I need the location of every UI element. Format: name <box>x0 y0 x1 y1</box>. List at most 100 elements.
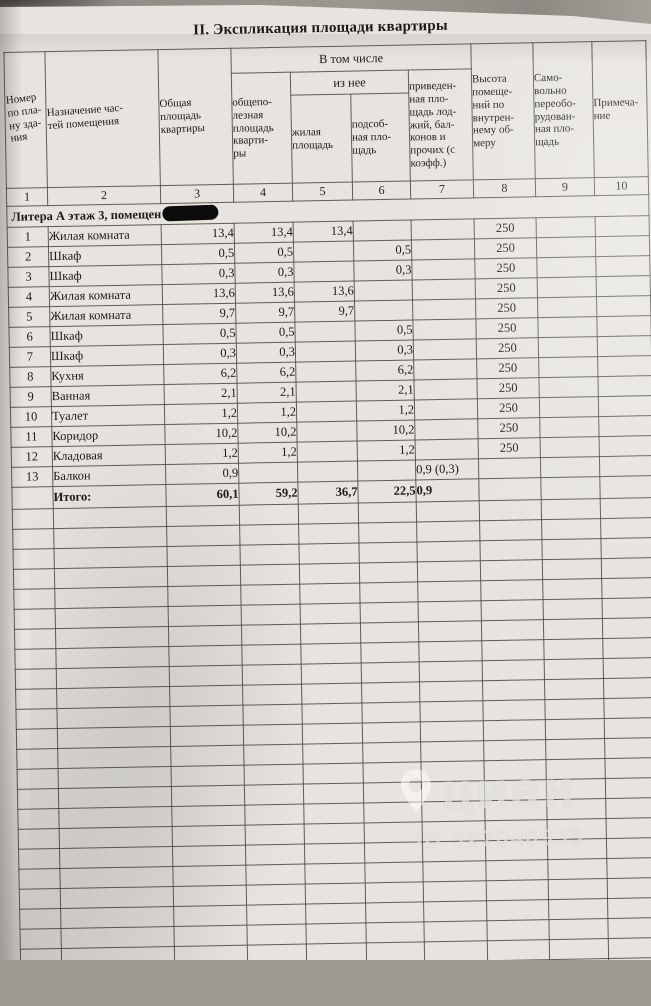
cell-num: 5 <box>8 306 50 328</box>
cell-aux <box>360 641 420 663</box>
cell-living <box>297 441 358 463</box>
cell-unauth <box>544 678 604 700</box>
redaction-mark <box>162 204 219 222</box>
cell-living <box>304 842 365 865</box>
cell-unauth <box>537 316 598 338</box>
cell-living <box>296 421 358 443</box>
cell-num: 3 <box>7 266 50 288</box>
cell-num <box>17 768 59 790</box>
cell-name: Жилая комната <box>49 284 163 307</box>
cell-useful <box>241 624 301 646</box>
cell-living <box>300 622 361 645</box>
header-col-useful-area: общепо- лезная площадь кварти- ры <box>231 72 293 185</box>
cell-living <box>301 682 362 705</box>
cell-useful: 0,3 <box>236 342 296 364</box>
cell-total <box>169 705 244 727</box>
cell-num <box>18 848 60 870</box>
cell-num <box>13 548 55 570</box>
cell-useful: 0,5 <box>234 242 294 264</box>
watermark-brand: циан <box>440 760 578 822</box>
header-col-note: Примеча- ние <box>591 40 649 178</box>
cell-num: 8 <box>9 366 52 388</box>
cell-unauth <box>549 938 609 960</box>
cell-reduced <box>415 438 479 460</box>
header-col-reduced-area: приведен- ная пло- щадь лод- жий, бал- к… <box>408 68 474 182</box>
cell-total <box>167 585 242 607</box>
col-number: 10 <box>594 176 649 196</box>
cell-num <box>12 508 54 530</box>
col-number: 4 <box>233 183 293 203</box>
cell-name <box>54 586 169 609</box>
cell-reduced <box>416 540 481 562</box>
cell-living <box>302 722 363 745</box>
cell-total: 0,5 <box>162 323 237 345</box>
cell-name <box>62 966 175 988</box>
cell-name: Итого: <box>52 484 167 509</box>
cell-total <box>172 825 246 847</box>
cell-num <box>19 928 62 950</box>
cell-note <box>599 435 651 457</box>
cell-name <box>60 886 174 909</box>
cell-height <box>481 619 544 641</box>
cell-reduced <box>420 740 484 762</box>
cell-reduced <box>411 238 475 260</box>
cell-reduced <box>417 560 481 582</box>
cell-useful: 2,1 <box>237 382 297 404</box>
cell-note <box>598 395 651 417</box>
cell-height <box>479 499 542 521</box>
cell-useful <box>242 664 302 686</box>
cell-height <box>480 579 544 601</box>
cell-note <box>600 497 651 519</box>
empty-rows-body <box>12 497 651 988</box>
cell-unauth <box>541 498 601 520</box>
cell-reduced <box>419 680 483 702</box>
cell-unauth <box>542 558 602 580</box>
col-number: 5 <box>292 182 353 202</box>
header-col-purpose: Назначение час- тей помещения <box>44 49 161 188</box>
cell-name <box>61 946 175 960</box>
cell-aux <box>365 901 424 923</box>
cell-name <box>56 666 170 689</box>
cell-height <box>481 599 544 621</box>
cell-reduced <box>412 278 476 300</box>
cell-useful <box>240 584 301 606</box>
cell-note <box>603 657 651 679</box>
cell-num <box>15 668 57 690</box>
cell-living <box>305 902 366 925</box>
cell-total <box>166 545 241 567</box>
cell-name <box>53 526 167 549</box>
cell-name <box>56 706 171 729</box>
cell-aux <box>360 601 419 623</box>
cell-unauth <box>540 436 600 458</box>
cell-num: 4 <box>8 286 50 308</box>
cell-total <box>174 945 248 960</box>
cell-living <box>298 523 359 545</box>
paper-sheet: II. Экспликация площади квартиры Номер п… <box>0 5 651 960</box>
cell-num <box>14 628 56 650</box>
cell-living <box>294 321 356 343</box>
header-col-living-area: жилая площадь <box>290 94 353 184</box>
cell-reduced <box>414 418 479 440</box>
cell-name <box>58 806 173 829</box>
cell-total <box>168 645 243 667</box>
location-pin-icon <box>400 769 431 813</box>
cell-height: 250 <box>478 437 541 459</box>
cell-aux <box>362 741 421 763</box>
cell-name: Шкаф <box>49 324 164 347</box>
cell-aux <box>362 721 421 743</box>
cell-total <box>173 885 247 907</box>
cell-height: 250 <box>477 397 540 419</box>
cell-num: 6 <box>8 326 51 348</box>
cell-reduced <box>412 298 476 320</box>
cell-living: 9,7 <box>294 301 355 323</box>
cell-num <box>16 728 58 750</box>
cell-num: 11 <box>10 426 53 448</box>
cell-total: 0,3 <box>163 343 237 365</box>
cell-reduced <box>424 940 488 960</box>
cell-total <box>168 605 242 627</box>
cell-aux <box>359 581 419 604</box>
cell-reduced <box>422 860 487 882</box>
cell-useful <box>246 904 306 926</box>
cell-num: 12 <box>11 446 53 468</box>
